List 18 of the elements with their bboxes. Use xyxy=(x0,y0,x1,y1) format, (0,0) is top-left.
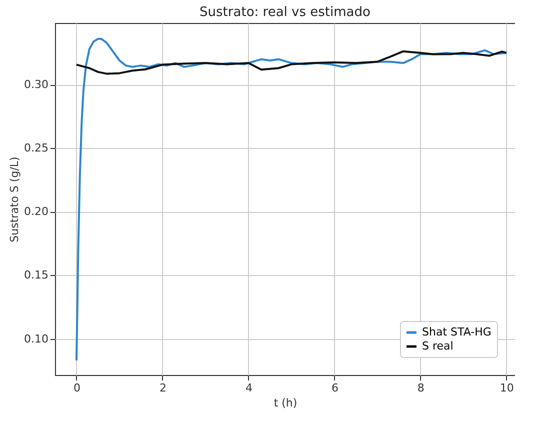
legend-label: Shat STA-HG xyxy=(422,326,492,338)
line-series xyxy=(75,50,508,75)
y-axis-title: Sustrato S (g/L) xyxy=(8,156,22,242)
x-tick-label: 10 xyxy=(500,382,514,394)
line-series xyxy=(75,38,508,362)
y-tick-label: 0.25 xyxy=(24,142,48,155)
legend-label: S real xyxy=(422,340,454,352)
x-tick-label: 4 xyxy=(245,382,252,394)
x-axis-title: t (h) xyxy=(274,396,298,410)
x-tick-label: 0 xyxy=(73,382,80,394)
y-tick-label: 0.30 xyxy=(24,78,48,92)
x-tick-label: 2 xyxy=(159,382,166,394)
y-tick-label: 0.15 xyxy=(24,268,48,282)
y-tick-label: 0.10 xyxy=(24,332,48,346)
x-tick-label: 8 xyxy=(417,382,424,394)
y-tick-label: 0.20 xyxy=(24,205,48,218)
chart-title: Sustrato: real vs estimado xyxy=(200,5,370,20)
x-tick-label: 6 xyxy=(331,382,338,394)
